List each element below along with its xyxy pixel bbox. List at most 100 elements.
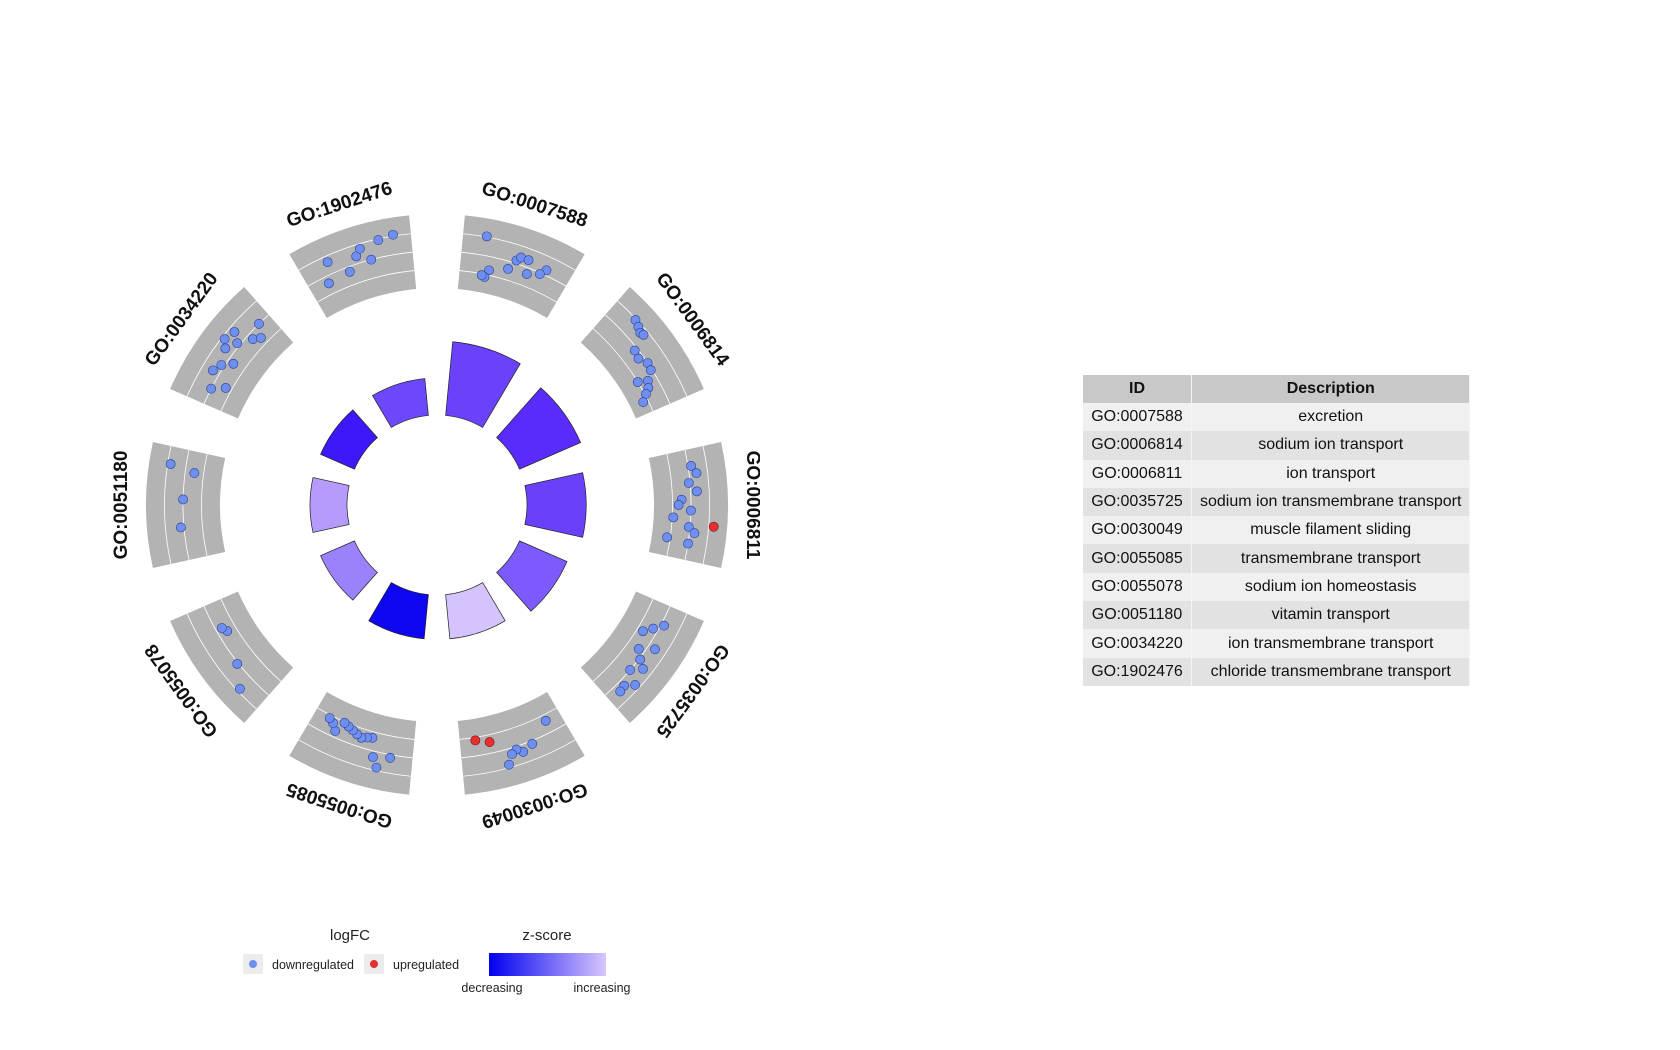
segment-gridline [317, 270, 415, 303]
down-point [527, 738, 538, 749]
down-point [691, 468, 702, 479]
table-header-row: ID Description [1083, 375, 1471, 403]
table-row: GO:0035725 sodium ion transmembrane trans… [1083, 487, 1471, 517]
table-row: GO:0055085 transmembrane transport [1083, 544, 1471, 573]
down-point [175, 522, 186, 533]
segment-gridline [617, 300, 688, 397]
down-point [481, 231, 492, 242]
table-row: GO:1902476 chloride transmembrane transpo… [1083, 657, 1471, 686]
table-cell-id: GO:0006814 [1083, 431, 1192, 460]
down-point [648, 623, 659, 634]
down-point [638, 397, 649, 408]
down-point [630, 680, 641, 690]
zscore-low-label: decreasing [461, 981, 522, 995]
up-legend-label: upregulated [393, 958, 459, 972]
term-segment [289, 215, 417, 319]
term-segment [170, 591, 294, 723]
table-row: GO:0051180 vitamin transport [1083, 601, 1471, 630]
down-point [521, 269, 532, 279]
description-column-header: Description [1191, 375, 1471, 403]
down-point [625, 665, 636, 675]
down-point [254, 318, 264, 329]
zscore-high-label: increasing [574, 981, 631, 995]
table-cell-id: GO:0051180 [1083, 601, 1192, 630]
down-point [683, 522, 694, 532]
down-point [659, 620, 669, 631]
segment-gridline [592, 598, 654, 682]
down-point [344, 266, 355, 277]
down-point [504, 759, 514, 770]
zscore-bar [496, 540, 568, 612]
down-point [641, 389, 651, 399]
table-row: GO:0007588 excretion [1083, 403, 1471, 432]
down-point [206, 383, 217, 394]
term-segment [648, 442, 728, 568]
segment-background [289, 215, 417, 319]
down-point [322, 257, 333, 268]
segment-background [170, 591, 294, 723]
down-point [208, 365, 218, 376]
down-point [689, 528, 700, 539]
down-point [638, 664, 648, 674]
up-point [484, 737, 495, 747]
segment-gridline [459, 707, 557, 740]
segment-background [457, 215, 585, 319]
down-point [165, 459, 176, 469]
down-point [366, 254, 377, 265]
down-legend-label: downregulated [272, 958, 354, 972]
zscore-bar [496, 387, 582, 470]
down-point [633, 643, 644, 654]
down-point [216, 360, 227, 370]
down-point [385, 752, 396, 763]
down-point [354, 243, 365, 254]
down-point [189, 468, 200, 478]
down-point [683, 478, 694, 488]
segment-gridline [307, 251, 413, 287]
table-cell-id: GO:0035725 [1083, 487, 1192, 517]
zscore-bar [445, 341, 521, 428]
zscore-bar [309, 477, 350, 533]
down-point [220, 382, 231, 393]
term-label: GO:0006811 [742, 451, 760, 560]
table-cell-description: sodium ion transmembrane transport [1191, 487, 1471, 517]
segment-gridline [186, 613, 257, 710]
down-point [368, 752, 378, 763]
down-point [228, 358, 239, 369]
segment-gridline [164, 445, 172, 565]
down-point [534, 269, 545, 279]
table-cell-id: GO:0055085 [1083, 544, 1192, 573]
down-point [638, 626, 648, 637]
down-point [635, 654, 646, 665]
down-point [691, 486, 702, 497]
table-cell-id: GO:0055078 [1083, 572, 1192, 602]
segment-gridline [203, 606, 269, 696]
zscore-bar [524, 472, 587, 538]
zscore-bar [320, 540, 378, 601]
down-point [540, 715, 551, 726]
down-point [324, 278, 334, 289]
down-point [673, 500, 684, 510]
table-row: GO:0030049 muscle filament sliding [1083, 516, 1471, 545]
term-segment [146, 442, 226, 568]
down-point [232, 658, 243, 669]
down-point [645, 365, 656, 376]
go-circle-plot: GO:0007588GO:0006814GO:0006811GO:0035725… [111, 178, 760, 995]
up-point [708, 521, 719, 532]
zscore-bar [320, 409, 378, 470]
segment-background [170, 287, 294, 419]
table-cell-description: sodium ion homeostasis [1191, 572, 1471, 602]
down-point [324, 713, 335, 723]
table-row: GO:0006811 ion transport [1083, 459, 1471, 488]
down-point [523, 255, 534, 266]
segment-gridline [592, 328, 654, 412]
table-row: GO:0034220 ion transmembrane transport [1083, 629, 1471, 658]
segment-gridline [298, 739, 411, 777]
term-segments [146, 215, 728, 795]
table-cell-description: ion transmembrane transport [1191, 629, 1471, 658]
term-segment [170, 287, 294, 419]
down-point [247, 334, 258, 345]
segment-gridline [317, 707, 415, 740]
down-point [686, 460, 697, 471]
term-segment [457, 215, 585, 319]
down-point [235, 683, 245, 694]
